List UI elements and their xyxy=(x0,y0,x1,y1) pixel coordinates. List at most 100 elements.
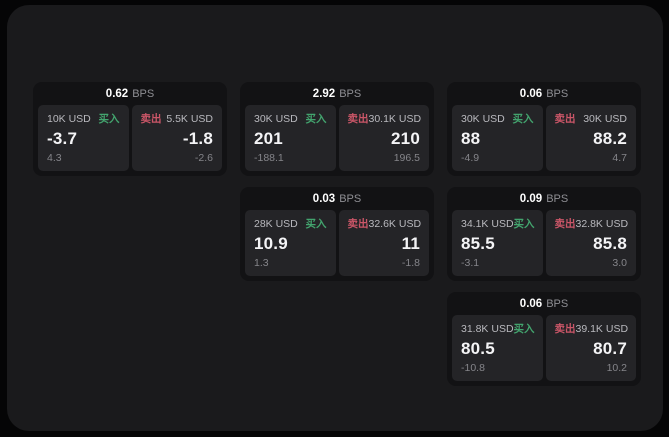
sell-price: 88.2 xyxy=(593,129,627,148)
bps-value: 0.09 xyxy=(519,192,543,205)
buy-panel[interactable]: 30K USD 买入 201 -188.1 xyxy=(245,105,336,171)
quote-sides: 30K USD 买入 201 -188.1 卖出 30.1K USD 210 1… xyxy=(245,105,429,171)
buy-price: 80.5 xyxy=(461,339,495,358)
quote-sides: 10K USD 买入 -3.7 4.3 卖出 5.5K USD -1.8 -2.… xyxy=(38,105,222,171)
sell-price: 80.7 xyxy=(593,339,627,358)
buy-header-row: 30K USD 买入 xyxy=(461,113,534,125)
buy-price: 10.9 xyxy=(254,234,288,253)
buy-panel[interactable]: 10K USD 买入 -3.7 4.3 xyxy=(38,105,129,171)
buy-side-label: 买入 xyxy=(513,323,535,335)
sell-header-row: 卖出 30K USD xyxy=(555,113,628,125)
card-header: 0.03 BPS xyxy=(240,187,434,210)
sell-size: 5.5K USD xyxy=(166,113,213,125)
card-header: 0.06 BPS xyxy=(447,82,641,105)
buy-side-label: 买入 xyxy=(305,218,327,230)
sell-size: 32.6K USD xyxy=(368,218,422,230)
quote-card[interactable]: 0.62 BPS 10K USD 买入 -3.7 4.3 卖出 5.5K USD… xyxy=(33,82,227,176)
buy-price: 88 xyxy=(461,129,481,148)
buy-side-label: 买入 xyxy=(305,113,327,125)
bps-unit-label: BPS xyxy=(339,192,362,205)
buy-delta: -4.9 xyxy=(461,152,480,164)
buy-price: 85.5 xyxy=(461,234,495,253)
buy-header-row: 31.8K USD 买入 xyxy=(461,323,535,335)
sell-panel[interactable]: 卖出 30.1K USD 210 196.5 xyxy=(338,105,429,171)
buy-size: 28K USD xyxy=(254,218,298,230)
quote-sides: 28K USD 买入 10.9 1.3 卖出 32.6K USD 11 -1.8 xyxy=(245,210,429,276)
buy-header-row: 28K USD 买入 xyxy=(254,218,327,230)
sell-size: 30.1K USD xyxy=(368,113,422,125)
buy-header-row: 30K USD 买入 xyxy=(254,113,327,125)
buy-price: -3.7 xyxy=(47,129,78,148)
buy-size: 30K USD xyxy=(254,113,298,125)
quote-card[interactable]: 0.03 BPS 28K USD 买入 10.9 1.3 卖出 32.6K US… xyxy=(240,187,434,281)
sell-delta: 4.7 xyxy=(612,152,627,164)
bps-unit-label: BPS xyxy=(132,87,155,100)
sell-delta: 196.5 xyxy=(393,152,420,164)
sell-panel[interactable]: 卖出 39.1K USD 80.7 10.2 xyxy=(545,315,636,381)
quote-card[interactable]: 2.92 BPS 30K USD 买入 201 -188.1 卖出 30.1K … xyxy=(240,82,434,176)
buy-panel[interactable]: 34.1K USD 买入 85.5 -3.1 xyxy=(452,210,543,276)
quote-cards-grid: 0.62 BPS 10K USD 买入 -3.7 4.3 卖出 5.5K USD… xyxy=(33,82,641,386)
sell-delta: -1.8 xyxy=(401,257,420,269)
sell-panel[interactable]: 卖出 32.8K USD 85.8 3.0 xyxy=(545,210,636,276)
buy-price: 201 xyxy=(254,129,283,148)
quote-sides: 34.1K USD 买入 85.5 -3.1 卖出 32.8K USD 85.8… xyxy=(452,210,636,276)
bps-unit-label: BPS xyxy=(546,297,569,310)
card-header: 0.06 BPS xyxy=(447,292,641,315)
buy-panel[interactable]: 28K USD 买入 10.9 1.3 xyxy=(245,210,336,276)
sell-panel[interactable]: 卖出 5.5K USD -1.8 -2.6 xyxy=(131,105,222,171)
sell-panel[interactable]: 卖出 30K USD 88.2 4.7 xyxy=(545,105,636,171)
buy-delta: -188.1 xyxy=(254,152,284,164)
buy-panel[interactable]: 31.8K USD 买入 80.5 -10.8 xyxy=(452,315,543,381)
sell-side-label: 卖出 xyxy=(140,113,162,125)
sell-side-label: 卖出 xyxy=(554,218,576,230)
quote-card[interactable]: 0.06 BPS 31.8K USD 买入 80.5 -10.8 卖出 39.1… xyxy=(447,292,641,386)
quote-sides: 30K USD 买入 88 -4.9 卖出 30K USD 88.2 4.7 xyxy=(452,105,636,171)
bps-value: 0.62 xyxy=(105,87,129,100)
buy-size: 34.1K USD xyxy=(461,218,514,230)
quote-card[interactable]: 0.06 BPS 30K USD 买入 88 -4.9 卖出 30K USD 8… xyxy=(447,82,641,176)
sell-side-label: 卖出 xyxy=(347,218,369,230)
quote-sides: 31.8K USD 买入 80.5 -10.8 卖出 39.1K USD 80.… xyxy=(452,315,636,381)
sell-delta: -2.6 xyxy=(194,152,213,164)
buy-side-label: 买入 xyxy=(512,113,534,125)
bps-value: 0.03 xyxy=(312,192,336,205)
sell-price: 85.8 xyxy=(593,234,627,253)
card-header: 2.92 BPS xyxy=(240,82,434,105)
bps-value: 2.92 xyxy=(312,87,336,100)
buy-panel[interactable]: 30K USD 买入 88 -4.9 xyxy=(452,105,543,171)
sell-side-label: 卖出 xyxy=(347,113,369,125)
card-header: 0.62 BPS xyxy=(33,82,227,105)
sell-size: 32.8K USD xyxy=(575,218,629,230)
buy-side-label: 买入 xyxy=(513,218,535,230)
sell-panel[interactable]: 卖出 32.6K USD 11 -1.8 xyxy=(338,210,429,276)
sell-price: 210 xyxy=(391,129,420,148)
sell-price: -1.8 xyxy=(182,129,213,148)
buy-header-row: 10K USD 买入 xyxy=(47,113,120,125)
buy-side-label: 买入 xyxy=(98,113,120,125)
quote-card[interactable]: 0.09 BPS 34.1K USD 买入 85.5 -3.1 卖出 32.8K… xyxy=(447,187,641,281)
buy-delta: 1.3 xyxy=(254,257,269,269)
sell-price: 11 xyxy=(401,234,420,253)
sell-side-label: 卖出 xyxy=(554,113,576,125)
sell-side-label: 卖出 xyxy=(554,323,576,335)
buy-size: 31.8K USD xyxy=(461,323,514,335)
buy-delta: 4.3 xyxy=(47,152,62,164)
sell-size: 30K USD xyxy=(583,113,627,125)
bps-unit-label: BPS xyxy=(546,87,569,100)
sell-header-row: 卖出 39.1K USD xyxy=(554,323,629,335)
buy-header-row: 34.1K USD 买入 xyxy=(461,218,535,230)
bps-value: 0.06 xyxy=(519,87,543,100)
sell-size: 39.1K USD xyxy=(575,323,629,335)
sell-delta: 10.2 xyxy=(606,362,627,374)
sell-header-row: 卖出 5.5K USD xyxy=(141,113,214,125)
quotes-panel: 0.62 BPS 10K USD 买入 -3.7 4.3 卖出 5.5K USD… xyxy=(7,5,663,431)
sell-delta: 3.0 xyxy=(612,257,627,269)
card-header: 0.09 BPS xyxy=(447,187,641,210)
sell-header-row: 卖出 32.8K USD xyxy=(554,218,629,230)
bps-unit-label: BPS xyxy=(339,87,362,100)
bps-unit-label: BPS xyxy=(546,192,569,205)
buy-delta: -10.8 xyxy=(461,362,485,374)
sell-header-row: 卖出 32.6K USD xyxy=(347,218,422,230)
sell-header-row: 卖出 30.1K USD xyxy=(347,113,422,125)
